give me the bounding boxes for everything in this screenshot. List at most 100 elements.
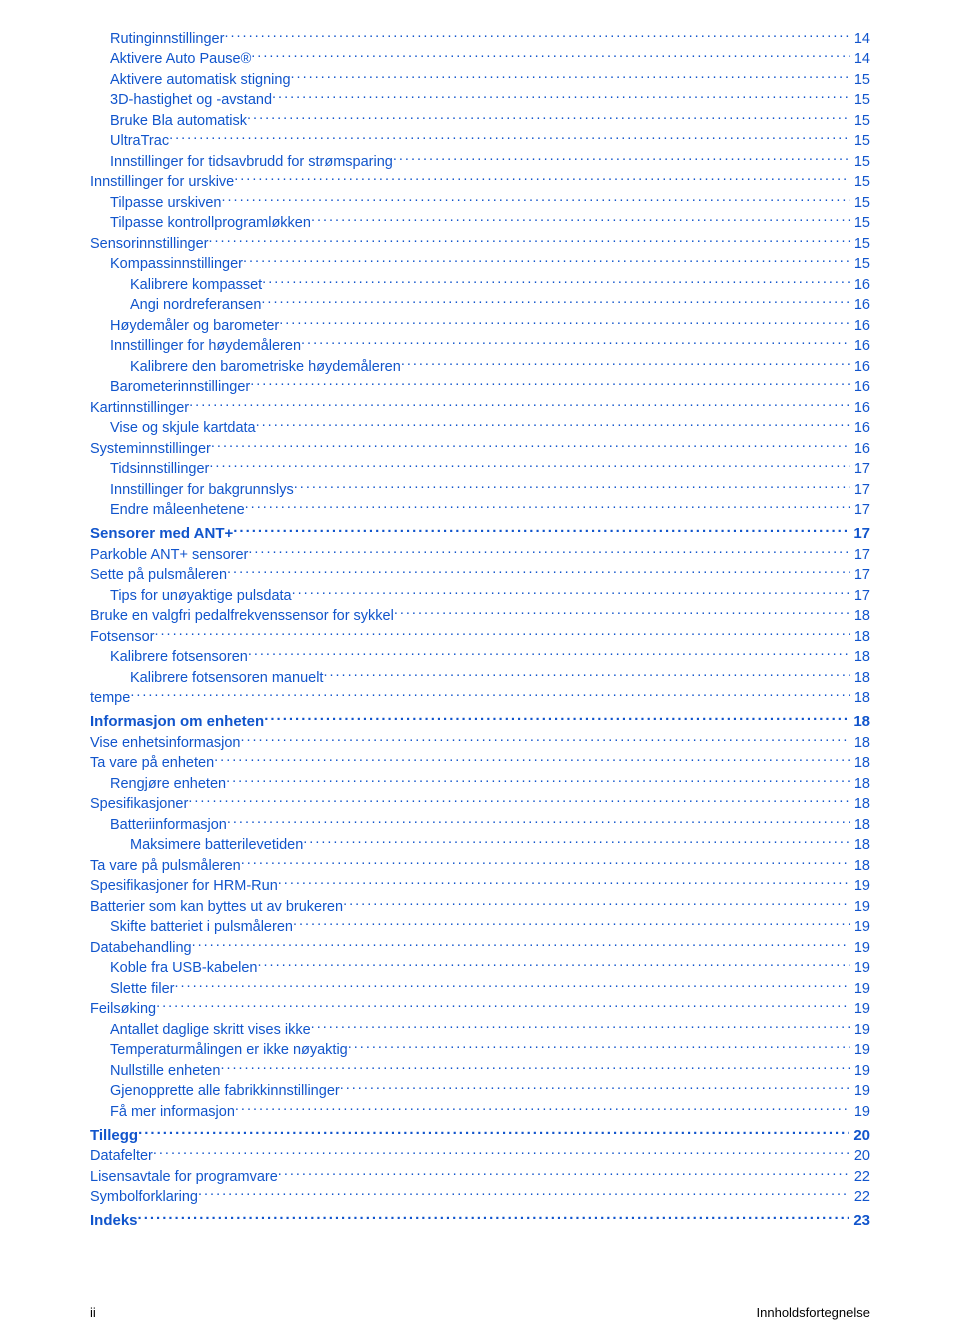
toc-page: 18 [850, 835, 870, 855]
toc-entry[interactable]: Sette på pulsmåleren17 [90, 565, 870, 586]
toc-leader [138, 1125, 849, 1140]
toc-entry[interactable]: tempe18 [90, 688, 870, 709]
toc-entry[interactable]: Angi nordreferansen16 [90, 295, 870, 316]
toc-entry[interactable]: Batteriinformasjon18 [90, 814, 870, 835]
toc-page: 19 [850, 1102, 870, 1122]
toc-entry[interactable]: Bruke en valgfri pedalfrekvenssensor for… [90, 606, 870, 627]
toc-entry[interactable]: Kalibrere den barometriske høydemåleren1… [90, 356, 870, 377]
toc-page: 19 [850, 1040, 870, 1060]
toc-entry[interactable]: Endre måleenhetene17 [90, 500, 870, 521]
toc-entry[interactable]: Spesifikasjoner18 [90, 794, 870, 815]
toc-label: Temperaturmålingen er ikke nøyaktig [110, 1040, 348, 1060]
toc-entry[interactable]: Antallet daglige skritt vises ikke19 [90, 1019, 870, 1040]
toc-label: Aktivere automatisk stigning [110, 70, 291, 90]
toc-entry[interactable]: Skifte batteriet i pulsmåleren19 [90, 917, 870, 938]
toc-entry[interactable]: Sensorer med ANT+ 17 [90, 523, 870, 544]
toc-entry[interactable]: Indeks23 [90, 1210, 870, 1231]
toc-entry[interactable]: Gjenopprette alle fabrikkinnstillinger19 [90, 1081, 870, 1102]
toc-entry[interactable]: Nullstille enheten19 [90, 1060, 870, 1081]
toc-entry[interactable]: Kalibrere fotsensoren manuelt18 [90, 667, 870, 688]
toc-entry[interactable]: Sensorinnstillinger15 [90, 233, 870, 254]
toc-entry[interactable]: Informasjon om enheten18 [90, 711, 870, 732]
toc-page: 18 [850, 606, 870, 626]
toc-leader [311, 1019, 850, 1034]
toc-entry[interactable]: Temperaturmålingen er ikke nøyaktig 19 [90, 1040, 870, 1061]
toc-entry[interactable]: Kalibrere kompasset16 [90, 274, 870, 295]
toc-entry[interactable]: Innstillinger for høydemåleren16 [90, 336, 870, 357]
toc-entry[interactable]: Innstillinger for bakgrunnslys17 [90, 479, 870, 500]
toc-entry[interactable]: Vise og skjule kartdata16 [90, 418, 870, 439]
toc-page: 23 [849, 1211, 870, 1231]
toc-entry[interactable]: Bruke Bla automatisk15 [90, 110, 870, 131]
toc-entry[interactable]: Kalibrere fotsensoren18 [90, 647, 870, 668]
toc-leader [154, 626, 849, 641]
toc-page: 19 [850, 917, 870, 937]
toc-entry[interactable]: Batterier som kan byttes ut av brukeren1… [90, 896, 870, 917]
toc-entry[interactable]: Høydemåler og barometer16 [90, 315, 870, 336]
toc-leader [348, 1040, 850, 1055]
toc-entry[interactable]: Tilpasse kontrollprogramløkken15 [90, 213, 870, 234]
toc-page: 18 [850, 815, 870, 835]
toc-entry[interactable]: Vise enhetsinformasjon18 [90, 732, 870, 753]
toc-leader [311, 213, 850, 228]
toc-entry[interactable]: Symbolforklaring22 [90, 1187, 870, 1208]
toc-entry[interactable]: Slette filer19 [90, 978, 870, 999]
toc-label: Parkoble ANT+ sensorer [90, 545, 248, 565]
toc-entry[interactable]: Datafelter20 [90, 1146, 870, 1167]
toc-entry[interactable]: Maksimere batterilevetiden18 [90, 835, 870, 856]
toc-entry[interactable]: Ta vare på pulsmåleren18 [90, 855, 870, 876]
toc-entry[interactable]: Rutinginnstillinger14 [90, 28, 870, 49]
toc-label: Endre måleenhetene [110, 500, 245, 520]
toc-entry[interactable]: Koble fra USB-kabelen19 [90, 958, 870, 979]
toc-leader [169, 131, 850, 146]
toc-entry[interactable]: Få mer informasjon19 [90, 1101, 870, 1122]
toc-entry[interactable]: Systeminnstillinger16 [90, 438, 870, 459]
toc-entry[interactable]: Innstillinger for tidsavbrudd for strøms… [90, 151, 870, 172]
toc-leader [220, 1060, 849, 1075]
toc-leader [261, 295, 849, 310]
toc-leader [272, 90, 850, 105]
toc-entry[interactable]: Tidsinnstillinger17 [90, 459, 870, 480]
toc-label: Innstillinger for høydemåleren [110, 336, 301, 356]
toc-label: Vise enhetsinformasjon [90, 733, 240, 753]
toc-page: 17 [849, 524, 870, 544]
toc-label: Datafelter [90, 1146, 153, 1166]
toc-label: Høydemåler og barometer [110, 316, 279, 336]
toc-entry[interactable]: Tips for unøyaktige pulsdata17 [90, 585, 870, 606]
toc-entry[interactable]: Innstillinger for urskive15 [90, 172, 870, 193]
toc-entry[interactable]: Kompassinnstillinger15 [90, 254, 870, 275]
toc-entry[interactable]: Tillegg20 [90, 1125, 870, 1146]
toc-entry[interactable]: Feilsøking 19 [90, 999, 870, 1020]
toc-entry[interactable]: Parkoble ANT+ sensorer 17 [90, 544, 870, 565]
toc-leader [393, 151, 850, 166]
toc-entry[interactable]: Aktivere Auto Pause®14 [90, 49, 870, 70]
toc-entry[interactable]: Aktivere automatisk stigning15 [90, 69, 870, 90]
toc-entry[interactable]: Spesifikasjoner for HRM-Run19 [90, 876, 870, 897]
toc-label: Tips for unøyaktige pulsdata [110, 586, 292, 606]
toc-entry[interactable]: Barometerinnstillinger16 [90, 377, 870, 398]
toc-page: 20 [849, 1126, 870, 1146]
toc-page: 17 [850, 545, 870, 565]
toc-entry[interactable]: Databehandling19 [90, 937, 870, 958]
toc-entry[interactable]: 3D-hastighet og -avstand15 [90, 90, 870, 111]
toc-label: Tilpasse urskiven [110, 193, 221, 213]
toc-page: 15 [850, 152, 870, 172]
footer-page-number: ii [90, 1305, 96, 1320]
toc-leader [208, 233, 849, 248]
toc-entry[interactable]: Fotsensor18 [90, 626, 870, 647]
toc-entry[interactable]: Ta vare på enheten18 [90, 753, 870, 774]
toc-page: 15 [850, 131, 870, 151]
toc-leader [189, 397, 850, 412]
toc-label: Sensorer med ANT+ [90, 524, 233, 544]
toc-label: Bruke en valgfri pedalfrekvenssensor for… [90, 606, 394, 626]
toc-page: 19 [850, 999, 870, 1019]
toc-entry[interactable]: Lisensavtale for programvare22 [90, 1166, 870, 1187]
toc-entry[interactable]: Rengjøre enheten18 [90, 773, 870, 794]
toc-entry[interactable]: Tilpasse urskiven15 [90, 192, 870, 213]
toc-entry[interactable]: Kartinnstillinger16 [90, 397, 870, 418]
toc-label: Feilsøking [90, 999, 156, 1019]
toc-label: Rutinginnstillinger [110, 29, 224, 49]
toc-page: 15 [850, 90, 870, 110]
toc-entry[interactable]: UltraTrac15 [90, 131, 870, 152]
toc-page: 16 [850, 275, 870, 295]
